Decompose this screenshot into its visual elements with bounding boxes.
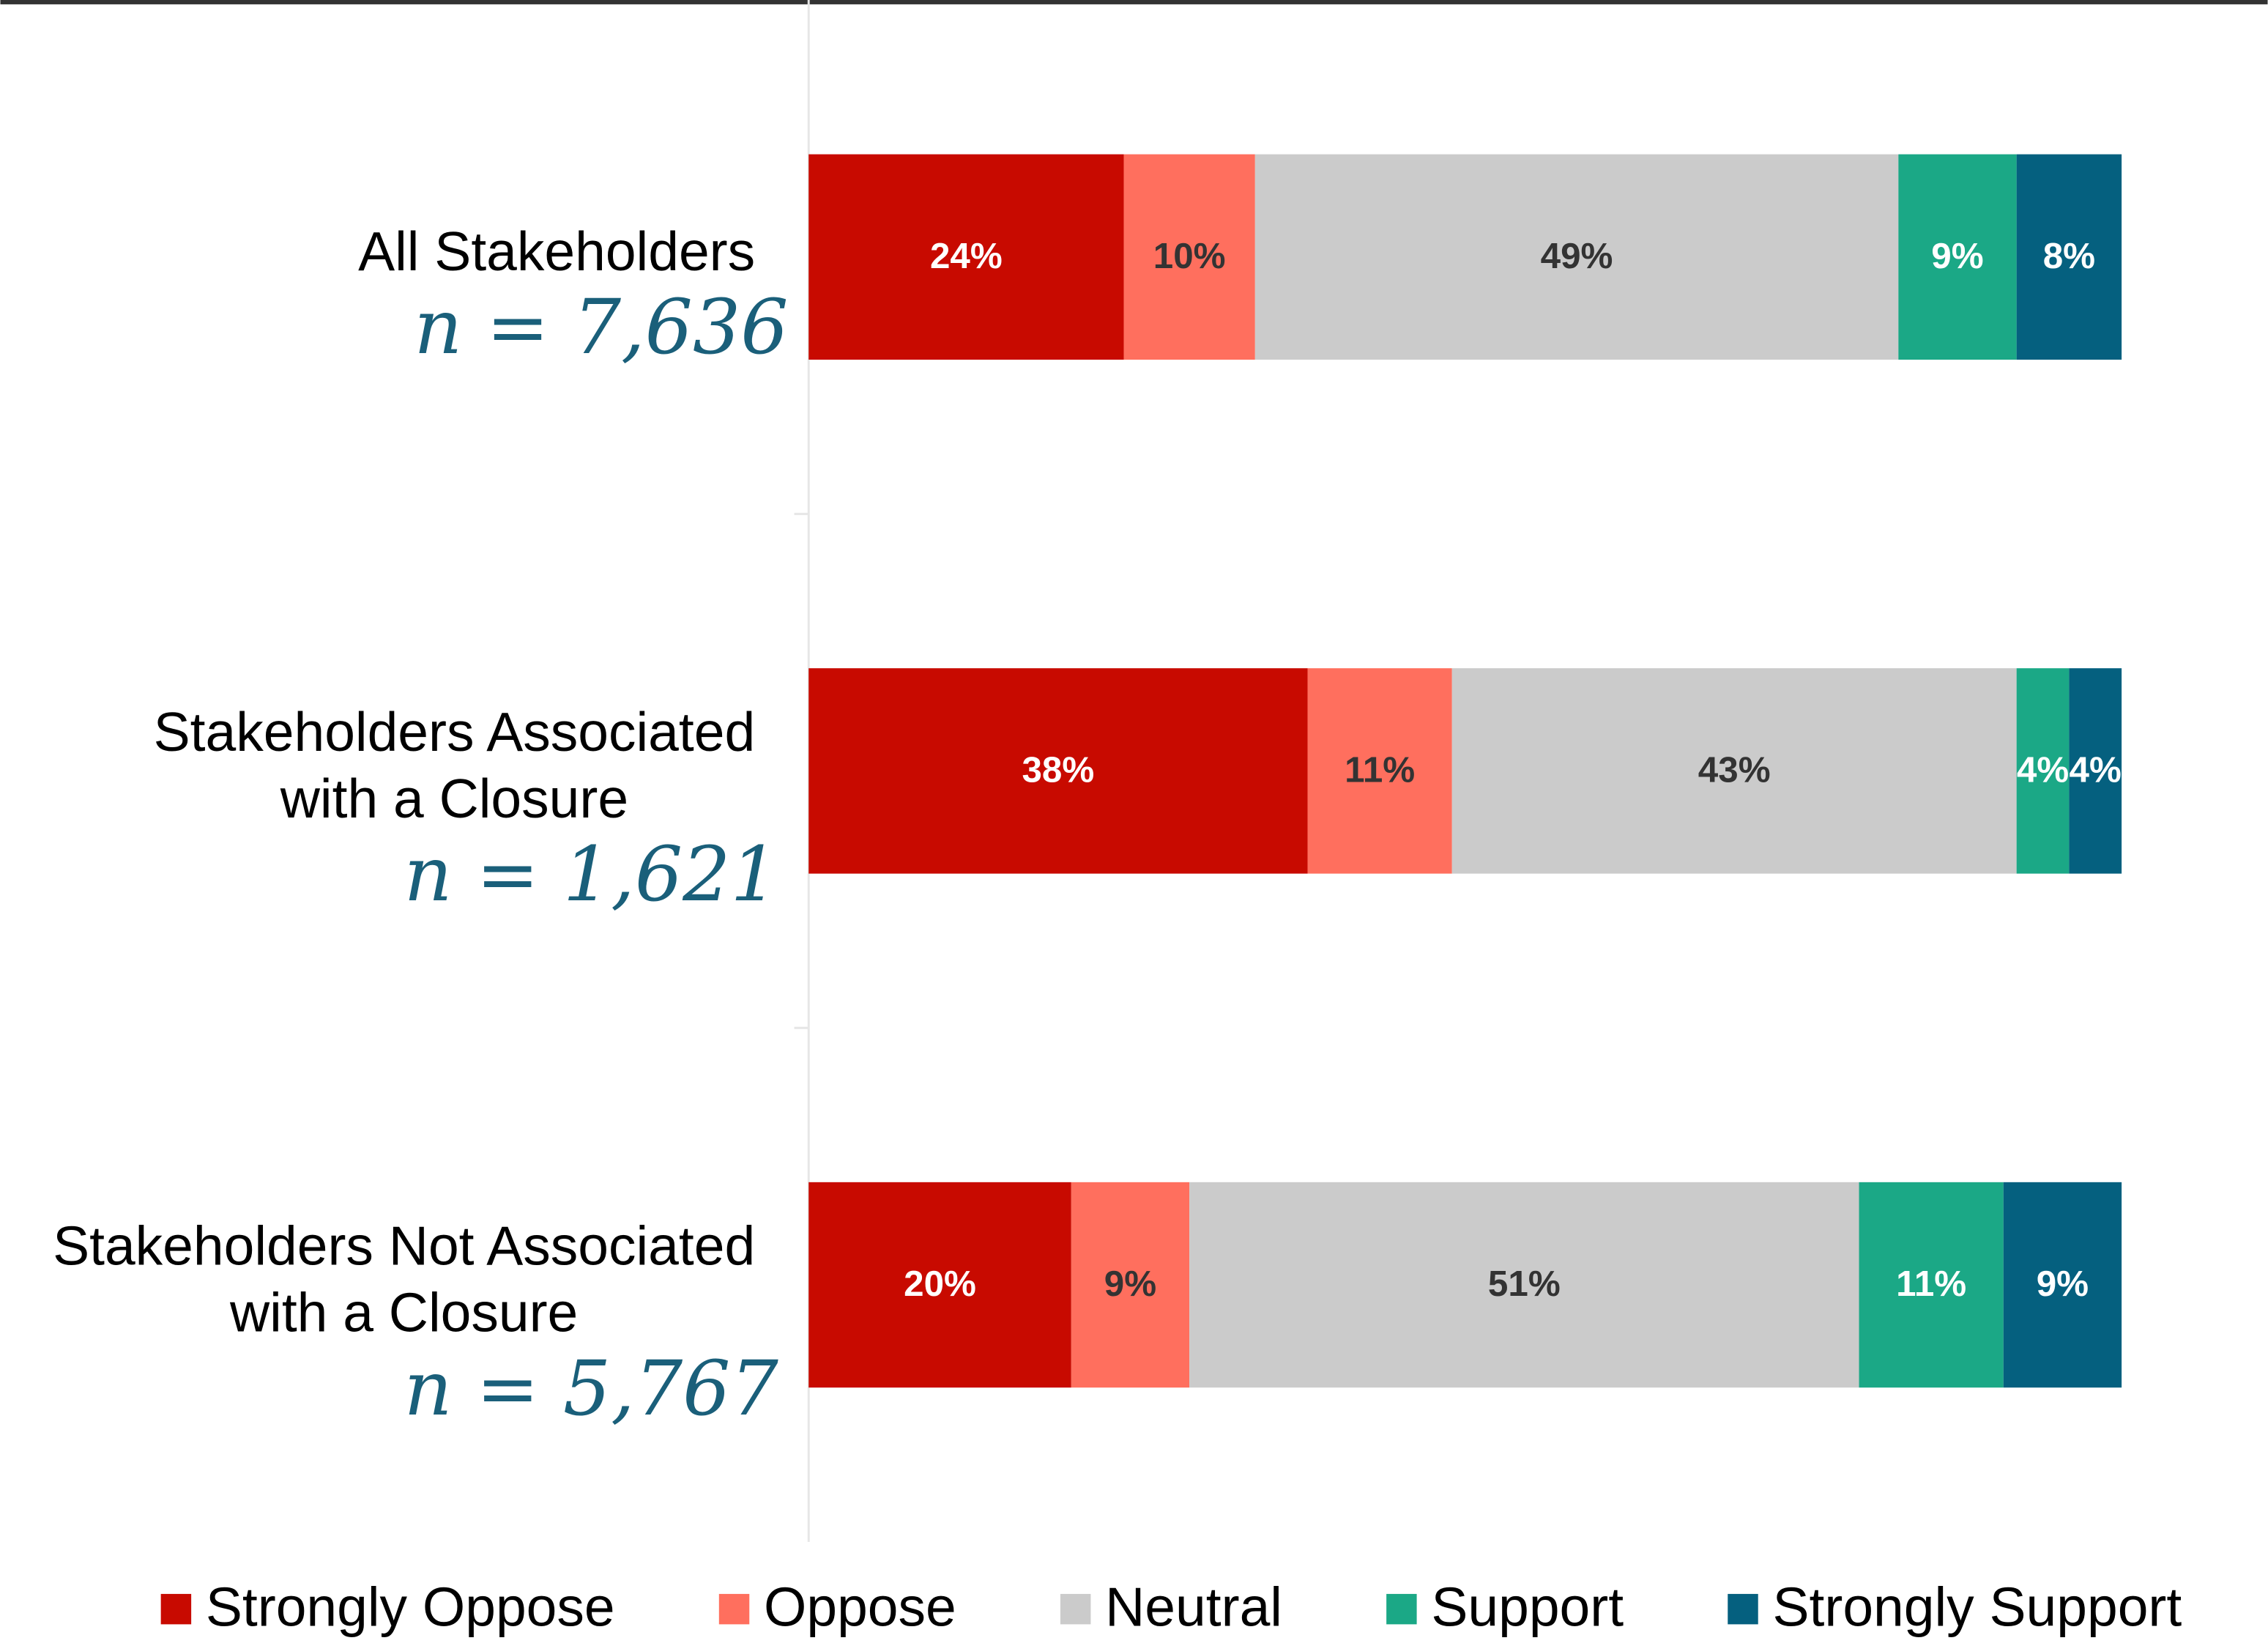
- legend-item: Neutral: [1060, 1576, 1282, 1637]
- top-border: [0, 0, 2268, 4]
- bar-segment: [1451, 668, 2017, 874]
- value-label: 43%: [1698, 749, 1771, 790]
- bar-segment: [808, 668, 1308, 874]
- category-label: Stakeholders Associated with a Closure: [154, 701, 756, 829]
- sample-size: n = 5,767: [404, 1346, 778, 1433]
- value-label: 51%: [1488, 1264, 1561, 1304]
- bar-segment: [1898, 154, 2017, 360]
- sample-size: n = 7,636: [414, 284, 788, 371]
- legend-swatch: [1060, 1593, 1091, 1625]
- legend-label: Strongly Oppose: [206, 1576, 615, 1637]
- value-label: 20%: [904, 1264, 976, 1304]
- legend-item: Strongly Oppose: [160, 1576, 615, 1637]
- bar-segment: [2016, 668, 2070, 874]
- legend-label: Neutral: [1105, 1576, 1282, 1637]
- bar-segment: [808, 154, 1124, 360]
- legend-label: Support: [1431, 1576, 1624, 1637]
- bar-segment: [1859, 1182, 2004, 1388]
- bar-segment: [1189, 1182, 1859, 1388]
- bar-segment: [808, 1182, 1071, 1388]
- value-label: 38%: [1022, 749, 1094, 790]
- value-label: 4%: [2017, 749, 2069, 790]
- category-label: Stakeholders Not Associated with a Closur…: [53, 1215, 755, 1343]
- legend-item: Strongly Support: [1728, 1576, 2182, 1637]
- value-label: 9%: [1931, 236, 1983, 276]
- bar-segment: [1307, 668, 1452, 874]
- value-label: 8%: [2043, 236, 2095, 276]
- value-label: 9%: [2037, 1264, 2089, 1304]
- value-label: 24%: [930, 236, 1003, 276]
- legend-item: Support: [1386, 1576, 1624, 1637]
- legend-label: Strongly Support: [1772, 1576, 2182, 1637]
- bar-segment: [1254, 154, 1899, 360]
- value-label: 10%: [1153, 236, 1226, 276]
- value-label: 4%: [2070, 749, 2122, 790]
- bar-segment: [1123, 154, 1255, 360]
- bar-segment: [2003, 1182, 2122, 1388]
- legend-swatch: [160, 1593, 192, 1625]
- value-label: 9%: [1104, 1264, 1156, 1304]
- sample-size: n = 1,621: [404, 831, 778, 919]
- bar-segment: [1071, 1182, 1190, 1388]
- value-label: 49%: [1541, 236, 1613, 276]
- legend-label: Oppose: [764, 1576, 956, 1637]
- value-label: 11%: [1345, 749, 1415, 790]
- bar-segment: [2069, 668, 2122, 874]
- legend-swatch: [1386, 1593, 1417, 1625]
- bar-segment: [2016, 154, 2122, 360]
- category-label: All Stakeholders: [358, 220, 755, 282]
- value-label: 11%: [1896, 1264, 1966, 1304]
- legend-swatch: [718, 1593, 750, 1625]
- legend-item: Oppose: [718, 1576, 956, 1637]
- legend-swatch: [1728, 1593, 1758, 1625]
